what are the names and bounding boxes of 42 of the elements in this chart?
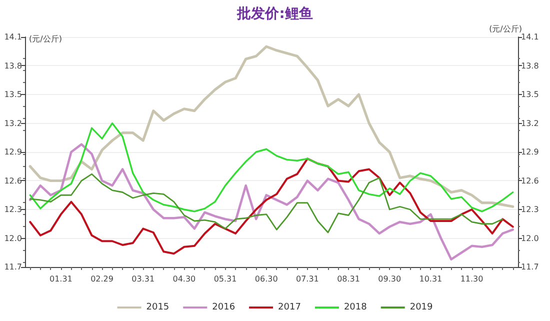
legend-label: 2016: [212, 302, 236, 312]
chart-title: 批发价:鲤鱼: [236, 6, 313, 22]
x-tick-label: 06.30: [254, 274, 278, 284]
y-axis-title: (元/公斤): [29, 34, 62, 44]
y2-tick-label: 11.7: [521, 262, 539, 272]
x-tick-label: 05.31: [214, 274, 237, 284]
x-tick-label: 04.30: [172, 274, 196, 284]
y2-tick-label: 14.1: [521, 32, 539, 42]
legend-label: 2018: [344, 302, 368, 312]
y-tick-label: 12.9: [4, 148, 22, 156]
line-series: [28, 143, 514, 260]
x-tick-label: 08.31: [337, 274, 360, 284]
y-tick-label: 13.5: [4, 90, 22, 99]
line-series: [29, 173, 504, 234]
y-tick-label: 12.6: [4, 176, 22, 186]
line-series: [29, 158, 514, 255]
x-tick-label: 07.31: [296, 274, 319, 284]
x-tick-label: 01.31: [49, 274, 72, 284]
y-tick-label: 14.1: [4, 32, 22, 42]
y2-tick-label: 12.6: [521, 176, 539, 186]
x-tick-label: 03.31: [132, 274, 155, 284]
x-tick-label: 09.30: [378, 274, 402, 284]
y2-tick-label: 13.8: [521, 61, 539, 70]
y2-tick-label: 13.2: [521, 118, 539, 128]
y-tick-label: 12.0: [4, 234, 22, 243]
y-tick-label: 13.8: [4, 61, 22, 70]
legend-label: 2017: [278, 302, 301, 312]
x-tick-label: 10.31: [419, 274, 442, 284]
y2-tick-label: 12.0: [521, 234, 539, 243]
x-tick-label: 11.30: [460, 274, 484, 284]
line-series: [29, 122, 514, 212]
y-tick-label: 13.2: [4, 118, 22, 128]
y2-tick-label: 12.3: [521, 205, 539, 214]
y-tick-label: 12.3: [4, 205, 22, 214]
y2-axis-title: (元/公斤): [489, 24, 522, 34]
legend-label: 2015: [146, 302, 170, 312]
y2-tick-label: 13.5: [521, 90, 539, 99]
x-tick-label: 02.29: [90, 274, 114, 284]
line-series: [28, 45, 514, 208]
legend-label: 2019: [410, 302, 434, 312]
y2-tick-label: 12.9: [521, 148, 539, 156]
y-tick-label: 11.7: [4, 262, 22, 272]
